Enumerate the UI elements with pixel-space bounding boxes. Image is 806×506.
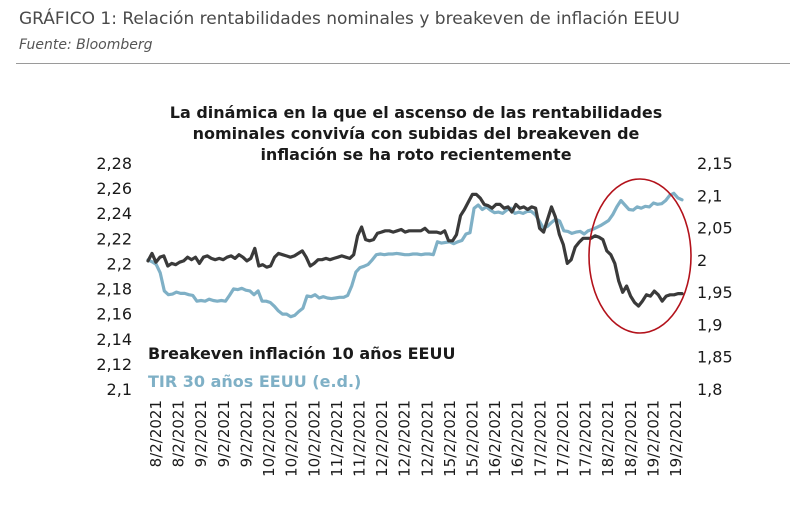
y-left-tick-7: 2,14 [96, 330, 132, 349]
x-tick-0: 8/2/2021 [147, 400, 165, 467]
x-tick-12: 12/2/2021 [418, 400, 436, 477]
x-tick-15: 16/2/2021 [486, 400, 504, 477]
figure-title: GRÁFICO 1: Relación rentabilidades nomin… [19, 9, 680, 29]
chart-title-line-3: inflación se ha roto recientemente [260, 145, 571, 164]
series-tir-30-line [146, 191, 684, 319]
header-divider [16, 63, 790, 64]
x-tick-20: 18/2/2021 [599, 400, 617, 477]
y-right-tick-2: 2,05 [697, 219, 733, 238]
x-tick-2: 9/2/2021 [192, 400, 210, 467]
y-left-tick-4: 2,2 [107, 254, 132, 273]
y-left-tick-2: 2,24 [96, 204, 132, 223]
x-tick-10: 12/2/2021 [373, 400, 391, 477]
x-tick-3: 9/2/2021 [215, 400, 233, 467]
y-left-tick-0: 2,28 [96, 154, 132, 173]
y-axis-left: 2,28 2,26 2,24 2,22 2,2 2,18 2,16 2,14 2,12 2,1 [96, 154, 132, 399]
x-tick-5: 10/2/2021 [260, 400, 278, 477]
chart-title-line-1: La dinámica en la que el ascenso de las … [170, 103, 662, 122]
y-left-tick-9: 2,1 [107, 380, 132, 399]
y-right-tick-4: 1,95 [697, 283, 733, 302]
y-right-tick-1: 2,1 [697, 186, 722, 205]
highlight-ellipse [588, 178, 692, 334]
x-tick-4: 9/2/2021 [237, 400, 255, 467]
x-axis: 8/2/2021 8/2/2021 9/2/2021 9/2/2021 9/2/2021… [147, 400, 685, 477]
series-breakeven-line [146, 192, 684, 308]
y-right-tick-0: 2,15 [697, 154, 733, 173]
x-tick-16: 16/2/2021 [509, 400, 527, 477]
x-tick-11: 12/2/2021 [396, 400, 414, 477]
legend-tir-30: TIR 30 años EEUU (e.d.) [148, 372, 361, 391]
series-lines [146, 191, 684, 319]
x-tick-22: 19/2/2021 [644, 400, 662, 477]
y-right-tick-5: 1,9 [697, 315, 722, 334]
x-tick-21: 18/2/2021 [622, 400, 640, 477]
x-tick-19: 17/2/2021 [577, 400, 595, 477]
chart-title-line-2: nominales convivía con subidas del break… [193, 124, 640, 143]
y-left-tick-1: 2,26 [96, 179, 132, 198]
x-tick-6: 10/2/2021 [283, 400, 301, 477]
x-tick-18: 17/2/2021 [554, 400, 572, 477]
x-tick-1: 8/2/2021 [170, 400, 188, 467]
x-tick-13: 15/2/2021 [441, 400, 459, 477]
y-left-tick-3: 2,22 [96, 229, 132, 248]
y-right-tick-7: 1,8 [697, 380, 722, 399]
y-right-tick-3: 2 [697, 251, 707, 270]
y-left-tick-5: 2,18 [96, 280, 132, 299]
x-tick-17: 17/2/2021 [531, 400, 549, 477]
x-tick-23: 19/2/2021 [667, 400, 685, 477]
x-tick-14: 15/2/2021 [464, 400, 482, 477]
figure-source: Fuente: Bloomberg [19, 37, 153, 53]
x-tick-7: 10/2/2021 [305, 400, 323, 477]
x-tick-9: 11/2/2021 [351, 400, 369, 477]
y-right-tick-6: 1,85 [697, 348, 733, 367]
x-tick-8: 11/2/2021 [328, 400, 346, 477]
y-left-tick-8: 2,12 [96, 355, 132, 374]
y-left-tick-6: 2,16 [96, 305, 132, 324]
legend-breakeven: Breakeven inflación 10 años EEUU [148, 344, 455, 363]
y-axis-right: 2,15 2,1 2,05 2 1,95 1,9 1,85 1,8 [697, 154, 733, 399]
